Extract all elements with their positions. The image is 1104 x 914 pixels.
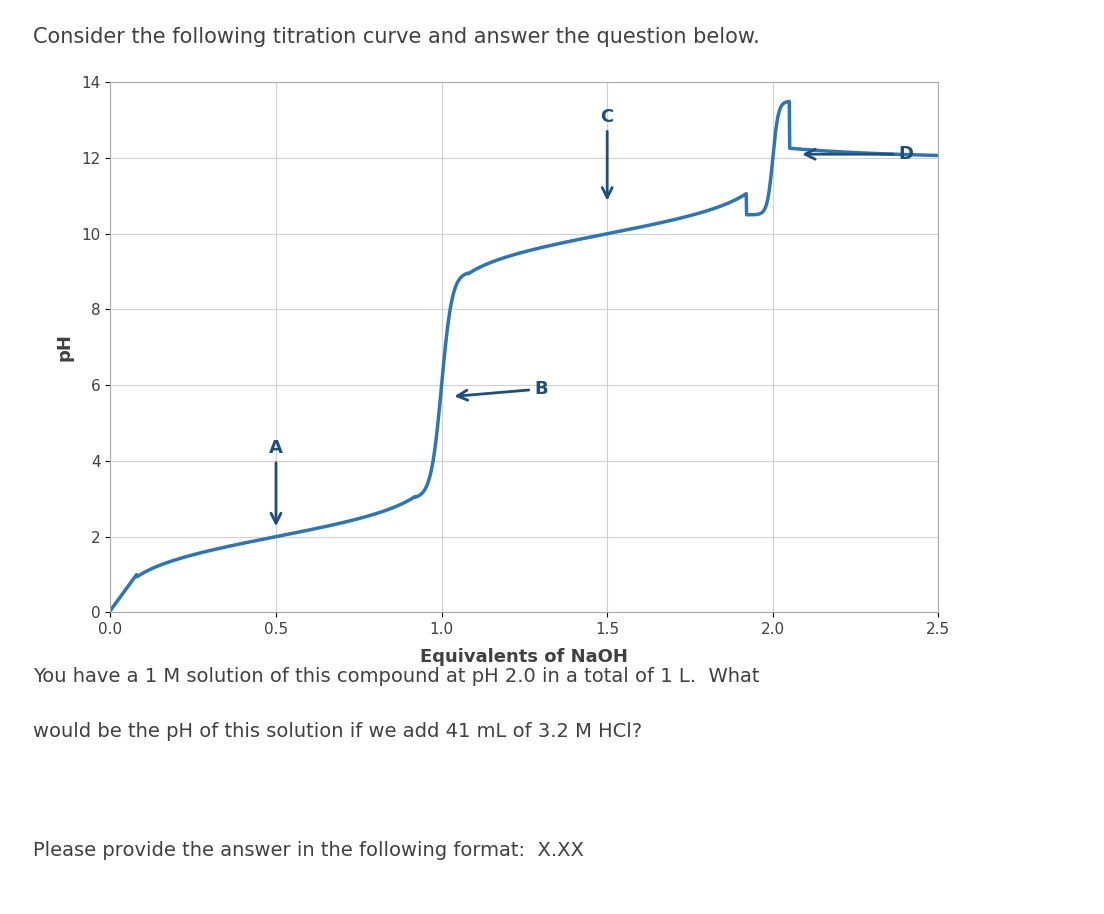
Text: B: B [457, 380, 548, 400]
Text: would be the pH of this solution if we add 41 mL of 3.2 M HCl?: would be the pH of this solution if we a… [33, 722, 643, 741]
Text: C: C [601, 108, 614, 197]
Text: D: D [805, 145, 914, 164]
X-axis label: Equivalents of NaOH: Equivalents of NaOH [421, 648, 628, 666]
Text: Please provide the answer in the following format:  X.XX: Please provide the answer in the followi… [33, 841, 584, 860]
Text: A: A [269, 439, 283, 523]
Text: You have a 1 M solution of this compound at pH 2.0 in a total of 1 L.  What: You have a 1 M solution of this compound… [33, 667, 760, 686]
Text: Consider the following titration curve and answer the question below.: Consider the following titration curve a… [33, 27, 760, 48]
Y-axis label: pH: pH [55, 334, 73, 361]
